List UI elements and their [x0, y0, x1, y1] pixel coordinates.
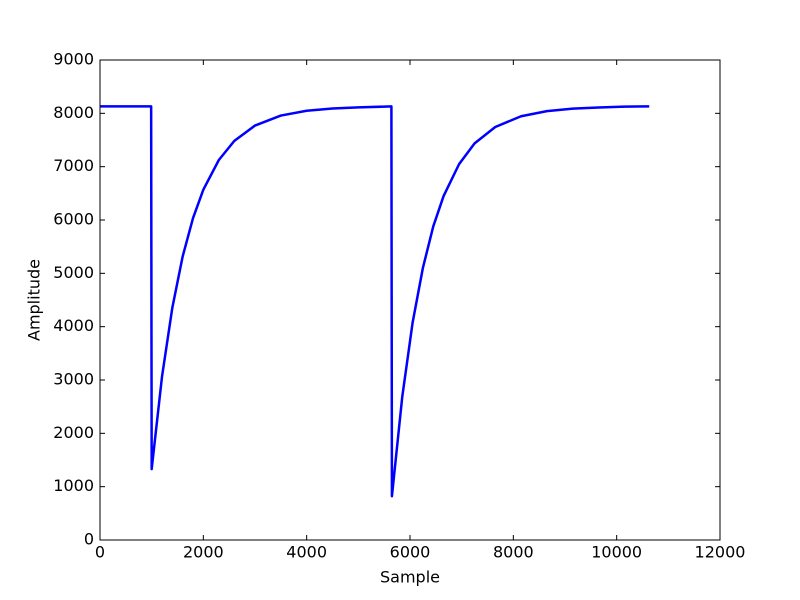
y-tick-label: 0 [84, 530, 94, 549]
y-tick-label: 4000 [53, 316, 94, 335]
y-tick-label: 5000 [53, 263, 94, 282]
y-tick-label: 9000 [53, 50, 94, 69]
x-tick-label: 4000 [286, 543, 327, 562]
x-tick-label: 2000 [183, 543, 224, 562]
y-tick-label: 2000 [53, 423, 94, 442]
plot-frame [99, 59, 721, 541]
x-axis-label: Sample [380, 568, 440, 587]
data-line [100, 105, 650, 498]
x-tick-label: 0 [95, 543, 105, 562]
x-tick-label: 12000 [695, 543, 746, 562]
x-tick-label: 6000 [390, 543, 431, 562]
x-tick-label: 8000 [493, 543, 534, 562]
y-tick-label: 8000 [53, 103, 94, 122]
y-tick-label: 7000 [53, 156, 94, 175]
x-tick-label: 10000 [591, 543, 642, 562]
y-tick-label: 3000 [53, 370, 94, 389]
y-tick-label: 6000 [53, 210, 94, 229]
y-axis-label: Amplitude [25, 259, 44, 341]
y-tick-label: 1000 [53, 476, 94, 495]
